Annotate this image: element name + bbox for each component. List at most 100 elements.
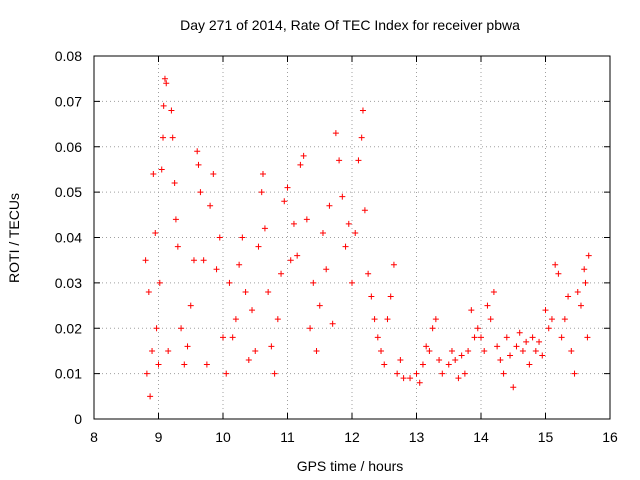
data-point (432, 316, 439, 323)
data-point (297, 161, 304, 168)
data-point (548, 316, 555, 323)
data-point (448, 347, 455, 354)
data-point (581, 266, 588, 273)
x-tick-label: 15 (538, 429, 554, 445)
data-point (445, 361, 452, 368)
data-point (585, 252, 592, 259)
data-point (213, 266, 220, 273)
data-point (310, 279, 317, 286)
data-point (207, 202, 214, 209)
data-point (336, 157, 343, 164)
x-axis-label: GPS time / hours (297, 458, 404, 474)
data-point (326, 202, 333, 209)
data-point (242, 288, 249, 295)
data-point (203, 361, 210, 368)
data-point (252, 347, 259, 354)
y-tick-label: 0.04 (55, 230, 82, 246)
data-point (155, 361, 162, 368)
data-point (555, 270, 562, 277)
data-point (259, 170, 266, 177)
data-point (168, 107, 175, 114)
data-point (452, 357, 459, 364)
x-tick-label: 12 (344, 429, 360, 445)
data-point (265, 288, 272, 295)
data-point (378, 347, 385, 354)
data-point (249, 307, 256, 314)
data-point (316, 302, 323, 309)
y-tick-label: 0.02 (55, 320, 82, 336)
x-tick-label: 16 (602, 429, 618, 445)
data-point (271, 370, 278, 377)
data-point (307, 325, 314, 332)
x-tick-label: 13 (409, 429, 425, 445)
data-point (194, 148, 201, 155)
data-point (507, 352, 514, 359)
data-point (274, 316, 281, 323)
data-point (374, 334, 381, 341)
data-point (290, 220, 297, 227)
data-point (561, 316, 568, 323)
data-point (294, 252, 301, 259)
data-point (329, 320, 336, 327)
data-point (565, 293, 572, 300)
data-point (423, 343, 430, 350)
data-point (153, 325, 160, 332)
y-axis-label: ROTI / TECUs (6, 193, 22, 283)
data-point (313, 347, 320, 354)
data-point (500, 370, 507, 377)
data-point (529, 334, 536, 341)
data-point (255, 243, 262, 250)
data-point (332, 130, 339, 137)
data-point (510, 384, 517, 391)
data-point (519, 347, 526, 354)
data-point (281, 198, 288, 205)
data-point (387, 293, 394, 300)
data-point (184, 343, 191, 350)
data-point (342, 243, 349, 250)
data-point (365, 270, 372, 277)
data-point (195, 161, 202, 168)
data-point (174, 243, 181, 250)
data-point (181, 361, 188, 368)
data-point (545, 325, 552, 332)
data-point (359, 107, 366, 114)
data-point (187, 302, 194, 309)
data-point (319, 229, 326, 236)
data-point (226, 279, 233, 286)
data-point (223, 370, 230, 377)
x-tick-label: 14 (473, 429, 489, 445)
data-point (426, 347, 433, 354)
tick-labels: 8 9 10 11 12 13 14 15 16 0 0.01 0.02 0.03 0.04 0.05 0.0… (55, 48, 618, 445)
y-tick-label: 0.08 (55, 48, 82, 64)
data-point (542, 307, 549, 314)
data-point (568, 347, 575, 354)
data-point (178, 325, 185, 332)
data-point (349, 279, 355, 286)
data-point (171, 180, 178, 187)
data-point (152, 229, 159, 236)
data-point (552, 261, 559, 268)
data-point (160, 134, 167, 141)
y-tick-label: 0.03 (55, 275, 82, 291)
data-point (142, 257, 149, 264)
y-tick-label: 0.06 (55, 139, 82, 155)
data-point (220, 334, 226, 341)
data-point (284, 184, 291, 191)
data-point (513, 343, 520, 350)
data-point (156, 279, 163, 286)
data-point (577, 302, 584, 309)
data-point (361, 207, 368, 214)
x-tick-label: 9 (155, 429, 163, 445)
data-point (197, 189, 204, 196)
data-point (516, 329, 523, 336)
data-point (169, 134, 176, 141)
data-point (397, 357, 404, 364)
data-point (461, 370, 468, 377)
data-point (278, 270, 285, 277)
data-point (384, 316, 391, 323)
data-point (503, 334, 510, 341)
data-point (413, 370, 420, 377)
data-point (339, 193, 346, 200)
data-point (582, 279, 589, 286)
data-point (245, 357, 252, 364)
